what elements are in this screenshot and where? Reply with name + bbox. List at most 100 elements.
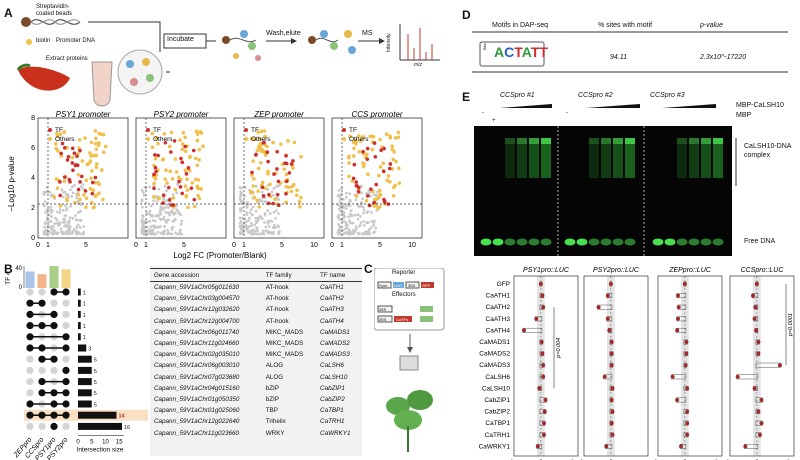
other-point — [277, 212, 280, 216]
tf-point — [374, 182, 379, 187]
other-point — [79, 209, 83, 213]
luc-point — [605, 293, 610, 298]
table-row: Capann_59V1aChr02g035010 MIKC_MADS CaMADS3 — [150, 349, 362, 360]
tf-point — [177, 179, 181, 184]
other-point — [89, 176, 93, 181]
other-point — [370, 147, 375, 152]
other-point — [164, 206, 167, 209]
free-dna-band — [612, 238, 624, 246]
other-point — [290, 184, 294, 189]
other-point — [195, 184, 200, 188]
other-point — [251, 205, 255, 209]
other-point — [350, 179, 355, 183]
table-row: Capann_59V1aChr12g032620 AT-hook CaATH3 — [150, 304, 362, 315]
luc-point — [685, 409, 690, 414]
tf-point — [90, 180, 95, 185]
other-point — [75, 232, 78, 235]
other-point — [197, 147, 202, 152]
other-point — [249, 208, 253, 212]
plot-frame — [331, 117, 423, 239]
other-point — [62, 130, 66, 134]
other-point — [178, 212, 181, 215]
other-point — [367, 232, 371, 236]
intersection-bar — [78, 299, 81, 307]
luc-point — [670, 374, 675, 379]
other-point — [289, 189, 294, 194]
other-point — [64, 224, 68, 228]
tf-name-cell: CaMADS3 — [320, 351, 350, 359]
other-point — [396, 130, 401, 135]
other-point — [348, 219, 351, 223]
luc-point — [541, 305, 546, 310]
other-point — [162, 217, 165, 221]
tf-family-cell: MIKC_MADS — [265, 351, 304, 359]
other-point — [196, 178, 201, 182]
other-point — [163, 177, 168, 181]
other-point — [348, 204, 352, 207]
other-point — [162, 132, 167, 136]
matrix-dot — [38, 366, 46, 374]
luc-point — [675, 398, 680, 402]
other-point — [349, 221, 353, 225]
other-point — [178, 138, 182, 142]
tf-point — [189, 186, 194, 190]
pvalue-value: 2.3x10^-17220 — [700, 54, 747, 61]
other-point — [344, 195, 348, 199]
other-point — [299, 195, 303, 200]
other-point — [337, 188, 341, 192]
other-point — [43, 200, 47, 204]
other-point — [295, 188, 299, 192]
x-tick: 5 — [182, 242, 186, 249]
tf-point — [387, 166, 392, 171]
other-point — [361, 135, 366, 139]
free-dna-band — [676, 238, 688, 246]
matrix-dot — [26, 378, 34, 386]
other-point — [159, 208, 162, 212]
other-point — [271, 226, 275, 230]
table-row: Capann_59V1aChr11g024660 MIKC_MADS CaMADS2 — [150, 338, 362, 349]
other-point — [146, 225, 149, 229]
intensity-label: Intensity — [386, 33, 392, 52]
other-point — [275, 209, 278, 213]
other-point — [42, 232, 46, 235]
intersection-value: 14 — [119, 414, 126, 420]
plot-frame — [37, 117, 129, 239]
other-point — [357, 134, 361, 138]
table-row: Capann_59V1aChr05g011630 AT-hook CaATH1 — [150, 282, 362, 294]
other-point — [150, 145, 155, 150]
other-point — [298, 204, 302, 209]
other-point — [349, 232, 352, 236]
other-point — [173, 211, 177, 215]
luc-row-label: CaATH1 — [486, 293, 511, 300]
tf-point — [365, 146, 370, 151]
other-point — [340, 218, 343, 222]
other-point — [74, 229, 78, 233]
set-ytick: 40 — [15, 266, 22, 272]
luc-title: ZEPpro::LUC — [668, 267, 712, 274]
other-point — [63, 204, 67, 207]
tf-point — [275, 149, 279, 154]
other-point — [199, 131, 204, 135]
luc-point — [537, 386, 542, 391]
col-gene-accession: Gene accession — [150, 268, 262, 282]
other-point — [356, 213, 360, 216]
x-tick: 1 — [242, 242, 246, 249]
luc-row-label: CaMADS3 — [479, 362, 510, 369]
other-point — [155, 200, 159, 204]
plot-title: PSY1 promoter — [56, 110, 111, 119]
matrix-dot — [38, 422, 46, 430]
other-point — [163, 225, 166, 228]
other-point — [268, 212, 272, 215]
luc-row-label: CabZIP2 — [484, 409, 510, 416]
other-point — [239, 194, 243, 197]
gene-accession-cell: Capann_59V1aChr11g024660 — [154, 340, 239, 348]
tf-point — [154, 169, 158, 174]
complex-band — [517, 138, 527, 144]
other-point — [80, 232, 83, 236]
tf-family-cell: AT-hook — [265, 295, 289, 303]
other-point — [297, 200, 302, 204]
intersection-bar — [78, 355, 92, 363]
luc-point — [543, 398, 548, 402]
tf-point — [172, 139, 177, 143]
